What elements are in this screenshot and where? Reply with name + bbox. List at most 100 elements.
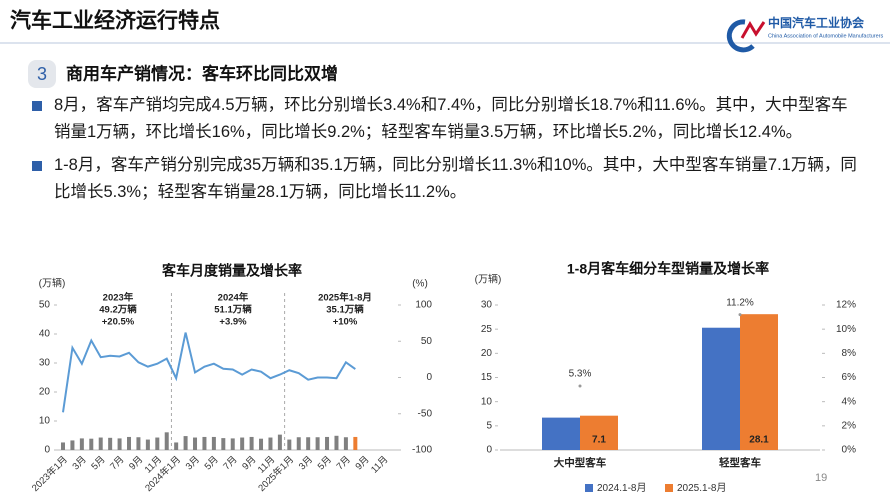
bar (136, 437, 141, 450)
y-axis-label: (万辆) (39, 277, 66, 290)
value-label: 7.1 (592, 435, 606, 446)
growth-point (578, 384, 582, 388)
x-tick-label: 9月 (240, 454, 258, 472)
bar (89, 438, 94, 450)
bar (277, 434, 282, 450)
logo-name: 中国汽车工业协会 (768, 15, 865, 30)
logo-english: China Association of Automobile Manufact… (768, 33, 884, 39)
bar (353, 436, 358, 450)
logo-mark (740, 21, 766, 39)
section-title: 商用车产销情况：客车环比同比双增 (66, 63, 338, 83)
y2-tick-label: 50 (421, 336, 433, 347)
x-tick-label: 9月 (353, 454, 371, 472)
legend-label: 2024.1-8月 (597, 482, 646, 494)
y2-tick-label: 0% (842, 445, 857, 456)
bar (79, 438, 84, 450)
bar (343, 437, 348, 450)
chart-title: 1-8月客车细分车型销量及增长率 (567, 261, 769, 277)
bar (211, 436, 216, 450)
bar (240, 437, 245, 450)
y2-tick-label: 100 (415, 300, 432, 311)
y2-tick-label: -50 (418, 408, 433, 419)
y-axis-label: (万辆) (475, 273, 502, 286)
annotation: 2025年1-8月 (318, 292, 372, 304)
annotation: 49.2万辆 (99, 304, 137, 316)
bar (98, 437, 103, 450)
bar (580, 415, 618, 450)
y-tick-label: 50 (39, 300, 51, 311)
y-tick-label: 30 (481, 300, 493, 311)
y-tick-label: 40 (39, 329, 51, 340)
legend-swatch (665, 484, 673, 492)
annotation: 2024年 (218, 292, 249, 304)
bar (193, 437, 198, 450)
y2-tick-label: -100 (412, 445, 432, 456)
annotation: 2023年 (103, 292, 134, 304)
bar (259, 438, 264, 450)
bar (230, 438, 235, 450)
bar (334, 435, 339, 450)
y2-tick-label: 0 (426, 372, 432, 383)
bar (315, 437, 320, 450)
bar (287, 439, 292, 450)
annotation: +3.9% (219, 317, 247, 328)
bar (127, 436, 132, 450)
y-tick-label: 20 (39, 387, 51, 398)
y-tick-label: 30 (39, 358, 51, 369)
growth-point (738, 313, 742, 317)
chart-title: 客车月度销量及增长率 (161, 263, 302, 279)
bar (202, 436, 207, 450)
bar (117, 438, 122, 450)
growth-label: 5.3% (569, 369, 592, 380)
y2-tick-label: 4% (842, 396, 857, 407)
bar (108, 437, 113, 450)
x-tick-label: 3月 (297, 454, 315, 472)
x-tick-label: 5月 (316, 454, 334, 472)
section-badge (28, 60, 56, 88)
y2-axis-label: (%) (412, 279, 428, 290)
x-tick-label: 7月 (335, 454, 353, 472)
y-tick-label: 0 (44, 445, 50, 456)
bar (740, 314, 778, 450)
y2-tick-label: 10% (836, 324, 856, 335)
line (62, 332, 356, 413)
y-tick-label: 15 (481, 372, 493, 383)
logo-mark (726, 19, 755, 53)
y-tick-label: 20 (481, 348, 493, 359)
bar (145, 439, 150, 450)
legend-label: 2025.1-8月 (677, 482, 726, 494)
value-label: 28.1 (749, 435, 769, 446)
bar (61, 442, 65, 450)
bullet: 8月，客车产销均完成4.5万辆，环比分别增长3.4%和7.4%，同比分别增长18… (30, 92, 860, 146)
x-tick-label: 轻型客车 (719, 456, 761, 469)
page-title: 汽车工业经济运行特点 (10, 9, 220, 33)
bar (325, 436, 330, 450)
x-tick-label: 5月 (203, 454, 221, 472)
bar (296, 437, 301, 450)
page-number: 19 (815, 472, 827, 484)
y2-tick-label: 2% (842, 420, 857, 431)
x-tick-label: 5月 (89, 454, 107, 472)
y-tick-label: 25 (481, 324, 493, 335)
y-tick-label: 10 (39, 416, 51, 427)
annotation: +10% (333, 317, 358, 328)
growth-label: 11.2% (726, 297, 754, 308)
x-tick-label: 9月 (127, 454, 145, 472)
y-tick-label: 10 (481, 396, 493, 407)
x-tick-label: 2023年1月 (29, 453, 70, 494)
bar (702, 327, 740, 450)
bar (249, 436, 254, 450)
annotation: 51.1万辆 (214, 304, 252, 316)
x-tick-label: 7月 (108, 454, 126, 472)
bar (268, 437, 273, 450)
bar (155, 437, 160, 450)
bar (70, 440, 75, 450)
bar (164, 432, 169, 450)
bar (306, 437, 311, 450)
x-tick-label: 7月 (221, 454, 239, 472)
bar (542, 417, 580, 450)
bar (174, 442, 179, 450)
y-tick-label: 0 (486, 445, 492, 456)
